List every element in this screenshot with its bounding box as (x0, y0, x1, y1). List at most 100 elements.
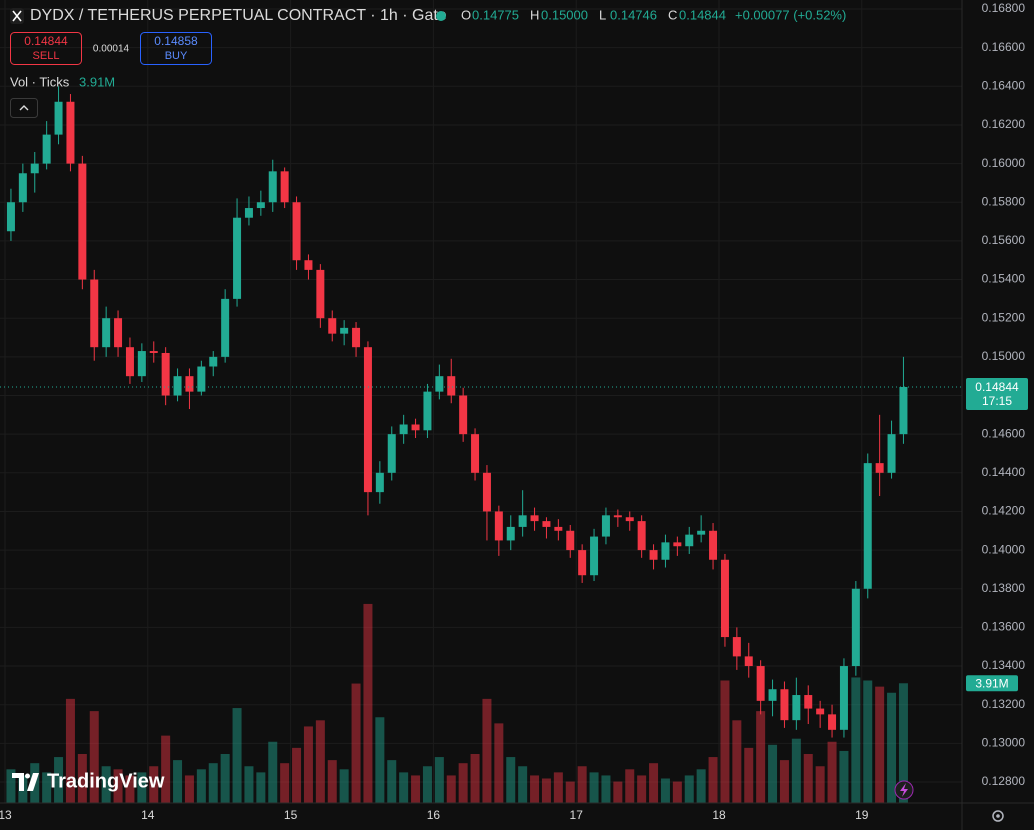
volume-bar (756, 711, 766, 803)
y-tick-label: 0.16200 (982, 117, 1026, 131)
candle-body (316, 269, 325, 319)
volume-bar (184, 775, 194, 803)
volume-bar (541, 778, 551, 803)
volume-bar (672, 781, 682, 803)
volume-bar (77, 754, 87, 803)
candle-body (518, 515, 527, 527)
y-tick-label: 0.14600 (982, 426, 1026, 440)
x-tick-label: 13 (0, 808, 12, 822)
candle-body (256, 202, 265, 209)
candle-body (590, 536, 599, 576)
volume-bar (208, 763, 218, 803)
candle-body (137, 351, 146, 377)
candle-body (280, 171, 289, 203)
volume-bar (839, 750, 849, 803)
candle-body (851, 588, 860, 667)
candles (6, 86, 908, 738)
volume-bar (149, 766, 159, 803)
volume-bar (458, 763, 468, 803)
volume-bar (446, 775, 456, 803)
y-tick-label: 0.15400 (982, 272, 1026, 286)
candle-body (482, 472, 491, 512)
candle-body (506, 526, 515, 541)
volume-bar (113, 769, 123, 803)
candle-body (578, 550, 587, 576)
candle-body (566, 530, 575, 551)
sell-price[interactable]: 0.14844 (24, 34, 68, 48)
ohlc-key: H (530, 7, 539, 22)
volume-bar (470, 754, 480, 803)
x-tick-label: 19 (855, 808, 869, 822)
y-tick-label: 0.15200 (982, 310, 1026, 324)
volume-bar (613, 781, 623, 803)
x-tick-label: 17 (570, 808, 584, 822)
y-tick-label: 0.14000 (982, 542, 1026, 556)
lightning-button[interactable] (894, 780, 914, 800)
candle-body (125, 347, 134, 377)
volume-bar (649, 763, 659, 803)
candle-body (411, 424, 420, 431)
volume-bar (875, 686, 885, 803)
ohlc-key: L (599, 7, 606, 22)
ohlc-key: O (461, 7, 471, 22)
candle-body (102, 318, 111, 348)
last-price-label: 0.14844 (975, 380, 1019, 394)
settings-button[interactable] (992, 810, 1004, 822)
ohlc-value: 0.14844 (679, 7, 726, 22)
candle-body (352, 327, 361, 348)
candle-body (673, 542, 682, 547)
candle-body (471, 434, 480, 473)
sell-label[interactable]: SELL (33, 50, 60, 62)
volume-bar (494, 723, 504, 803)
volume-bar (363, 603, 373, 803)
volume-bar (220, 754, 230, 803)
y-tick-label: 0.15000 (982, 349, 1026, 363)
candle-body (114, 318, 123, 348)
y-tick-label: 0.16800 (982, 1, 1026, 15)
candle-body (863, 463, 872, 589)
candle-body (816, 708, 825, 715)
volume-bar (779, 760, 789, 803)
countdown: 17:15 (982, 394, 1012, 408)
candle-body (161, 352, 170, 396)
ohlc-legend: O 0.14775 H 0.15000 L 0.14746 C 0.14844 (461, 7, 726, 22)
candle-body (185, 376, 194, 392)
candle-body (435, 376, 444, 392)
volume-bar (89, 711, 99, 803)
status-dot (436, 11, 446, 21)
volume-bar (827, 741, 837, 803)
volume-bar (815, 766, 825, 803)
volume-bar (411, 775, 421, 803)
candle-body (792, 695, 801, 721)
collapse-button[interactable] (10, 98, 38, 118)
logo (12, 773, 39, 791)
last-price-badge (966, 377, 1028, 410)
volume-bar (637, 775, 647, 803)
candle-body (173, 376, 182, 396)
x-tick-label: 18 (712, 808, 726, 822)
volume-bar (292, 747, 302, 803)
candle-body (613, 515, 622, 518)
buy-price[interactable]: 0.14858 (154, 34, 198, 48)
volume-bar (327, 760, 337, 803)
buy-label[interactable]: BUY (165, 50, 188, 62)
sell-button[interactable] (10, 32, 82, 65)
volume-legend-value: 3.91M (79, 74, 115, 89)
volume-bar (422, 766, 432, 803)
candle-body (423, 391, 432, 431)
candle-body (149, 351, 158, 353)
candle-body (542, 521, 551, 527)
candle-body (292, 202, 301, 261)
candle-body (447, 376, 456, 396)
volume-bar (351, 683, 361, 803)
candle-body (459, 395, 468, 435)
volume-bar (256, 772, 266, 803)
y-tick-label: 0.16000 (982, 156, 1026, 170)
volume-bar (196, 769, 206, 803)
buy-button[interactable] (140, 32, 212, 65)
volume-bar (42, 772, 52, 803)
symbol-icon (10, 8, 24, 24)
y-tick-label: 0.16600 (982, 40, 1026, 54)
